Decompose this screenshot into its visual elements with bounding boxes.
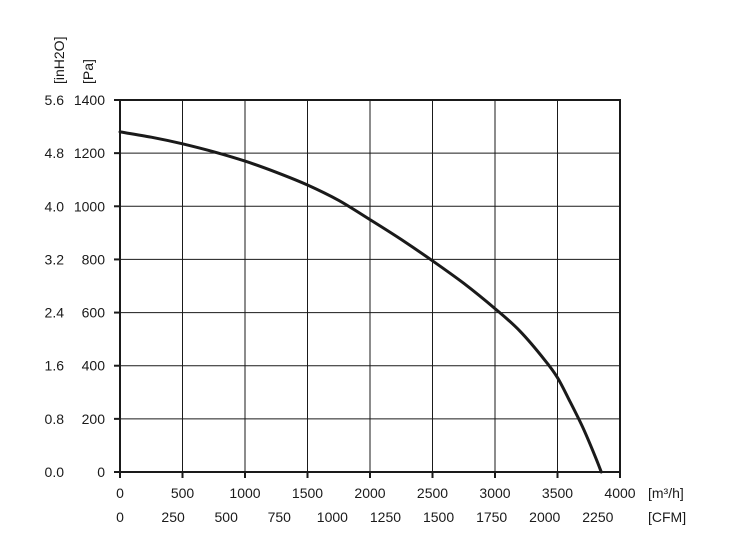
x-tick-label-cfm: 2250 <box>582 509 613 525</box>
y-tick-label-inh2o: 0.8 <box>45 411 65 427</box>
x-tick-label-m3h: 1000 <box>229 485 260 501</box>
y-tick-label-inh2o: 4.0 <box>45 198 65 214</box>
x-unit-cfm: [CFM] <box>648 509 686 525</box>
y-tick-label-inh2o: 5.6 <box>45 92 65 108</box>
y-tick-label-pa: 800 <box>82 251 106 267</box>
y-tick-label-inh2o: 1.6 <box>45 358 65 374</box>
x-tick-label-cfm: 2000 <box>529 509 560 525</box>
x-tick-label-cfm: 1250 <box>370 509 401 525</box>
x-tick-label-cfm: 1750 <box>476 509 507 525</box>
y-tick-label-pa: 600 <box>82 305 106 321</box>
y-tick-label-pa: 400 <box>82 358 106 374</box>
y-tick-label-pa: 1000 <box>74 198 105 214</box>
x-tick-label-m3h: 3000 <box>479 485 510 501</box>
x-tick-label-cfm: 1000 <box>317 509 348 525</box>
x-unit-m3h: [m³/h] <box>648 485 684 501</box>
x-tick-label-m3h: 1500 <box>292 485 323 501</box>
x-tick-label-m3h: 0 <box>116 485 124 501</box>
x-tick-label-m3h: 4000 <box>604 485 635 501</box>
y-unit-pa: [Pa] <box>80 59 96 84</box>
pressure-flow-curve <box>118 130 603 474</box>
y-tick-label-inh2o: 3.2 <box>45 251 65 267</box>
y-tick-label-pa: 0 <box>97 464 105 480</box>
y-tick-label-inh2o: 4.8 <box>45 145 65 161</box>
y-tick-label-pa: 1200 <box>74 145 105 161</box>
x-tick-label-cfm: 750 <box>268 509 292 525</box>
y-tick-label-inh2o: 0.0 <box>45 464 65 480</box>
x-tick-label-cfm: 1500 <box>423 509 454 525</box>
y-tick-label-pa: 200 <box>82 411 106 427</box>
y-unit-inh2o: [inH2O] <box>51 37 67 84</box>
x-tick-label-m3h: 3500 <box>542 485 573 501</box>
y-tick-label-inh2o: 2.4 <box>45 305 65 321</box>
y-tick-label-pa: 1400 <box>74 92 105 108</box>
x-tick-label-m3h: 2000 <box>354 485 385 501</box>
x-tick-label-m3h: 2500 <box>417 485 448 501</box>
x-tick-label-cfm: 250 <box>161 509 185 525</box>
x-tick-label-cfm: 0 <box>116 509 124 525</box>
x-tick-label-m3h: 500 <box>171 485 195 501</box>
x-tick-label-cfm: 500 <box>215 509 239 525</box>
